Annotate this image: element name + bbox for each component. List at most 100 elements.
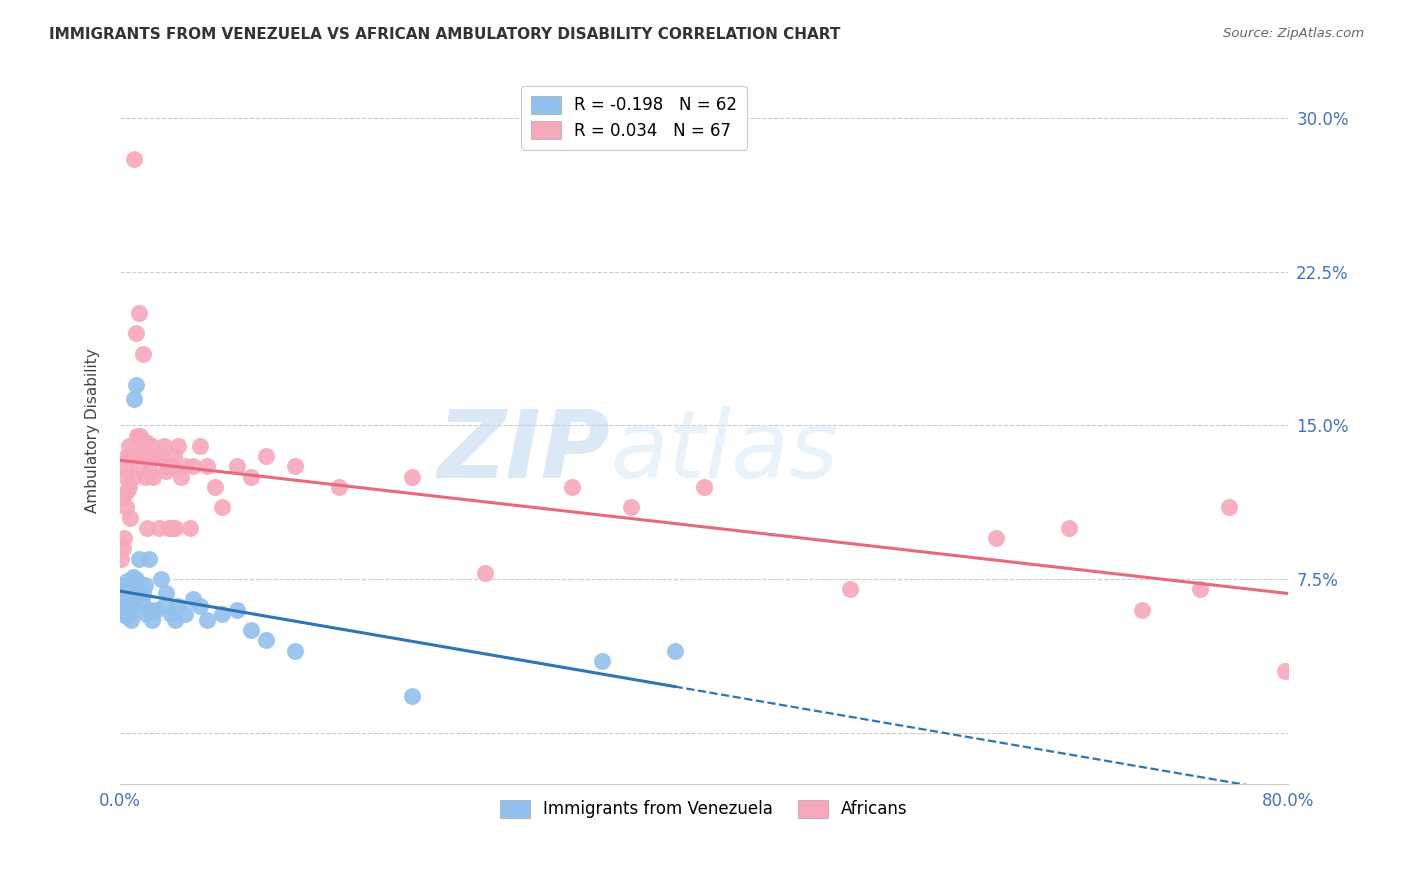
Point	[1274, 664, 1296, 678]
Point	[1130, 603, 1153, 617]
Point	[120, 449, 142, 463]
Point	[112, 588, 135, 602]
Point	[160, 459, 183, 474]
Point	[141, 439, 163, 453]
Point	[211, 607, 233, 621]
Point	[328, 480, 350, 494]
Point	[195, 459, 218, 474]
Point	[128, 306, 150, 320]
Point	[111, 607, 134, 621]
Point	[128, 459, 150, 474]
Point	[139, 603, 162, 617]
Point	[139, 463, 162, 477]
Point	[838, 582, 860, 597]
Point	[125, 572, 148, 586]
Point	[254, 633, 277, 648]
Point	[115, 607, 138, 621]
Point	[115, 483, 138, 498]
Point	[111, 597, 134, 611]
Point	[132, 586, 155, 600]
Point	[110, 578, 132, 592]
Point	[145, 603, 167, 617]
Point	[114, 605, 136, 619]
Point	[591, 654, 613, 668]
Point	[138, 603, 160, 617]
Point	[174, 459, 197, 474]
Point	[401, 469, 423, 483]
Point	[134, 469, 156, 483]
Point	[124, 392, 146, 406]
Point	[117, 578, 139, 592]
Point	[167, 439, 190, 453]
Point	[118, 510, 141, 524]
Point	[174, 607, 197, 621]
Point	[225, 603, 247, 617]
Point	[112, 531, 135, 545]
Point	[124, 153, 146, 167]
Point	[129, 428, 152, 442]
Point	[110, 586, 132, 600]
Point	[114, 469, 136, 483]
Point	[131, 449, 153, 463]
Point	[561, 480, 583, 494]
Point	[401, 689, 423, 703]
Point	[125, 377, 148, 392]
Point	[114, 603, 136, 617]
Point	[111, 541, 134, 556]
Point	[148, 521, 170, 535]
Point	[188, 599, 211, 613]
Point	[157, 521, 180, 535]
Point	[117, 592, 139, 607]
Point	[1218, 500, 1240, 515]
Point	[112, 582, 135, 597]
Point	[128, 551, 150, 566]
Point	[155, 586, 177, 600]
Point	[152, 439, 174, 453]
Point	[474, 566, 496, 580]
Point	[664, 643, 686, 657]
Legend: Immigrants from Venezuela, Africans: Immigrants from Venezuela, Africans	[494, 793, 914, 825]
Point	[195, 613, 218, 627]
Point	[188, 439, 211, 453]
Point	[114, 500, 136, 515]
Point	[284, 643, 307, 657]
Point	[118, 597, 141, 611]
Point	[155, 463, 177, 477]
Point	[693, 480, 716, 494]
Point	[984, 531, 1007, 545]
Point	[167, 599, 190, 613]
Point	[120, 603, 142, 617]
Point	[132, 347, 155, 361]
Point	[149, 449, 172, 463]
Point	[142, 469, 165, 483]
Point	[118, 607, 141, 621]
Y-axis label: Ambulatory Disability: Ambulatory Disability	[86, 348, 100, 513]
Point	[170, 469, 193, 483]
Point	[117, 480, 139, 494]
Text: atlas: atlas	[610, 406, 838, 497]
Point	[108, 588, 131, 602]
Point	[112, 603, 135, 617]
Point	[117, 439, 139, 453]
Point	[156, 459, 179, 474]
Point	[111, 603, 134, 617]
Point	[111, 490, 134, 504]
Point	[125, 326, 148, 341]
Point	[127, 428, 149, 442]
Point	[120, 582, 142, 597]
Point	[211, 500, 233, 515]
Point	[112, 597, 135, 611]
Point	[112, 607, 135, 621]
Point	[181, 592, 204, 607]
Point	[132, 443, 155, 458]
Point	[115, 574, 138, 588]
Point	[181, 459, 204, 474]
Point	[110, 592, 132, 607]
Point	[114, 608, 136, 623]
Point	[122, 599, 145, 613]
Point	[115, 591, 138, 605]
Point	[254, 449, 277, 463]
Point	[179, 521, 201, 535]
Point	[160, 607, 183, 621]
Point	[152, 599, 174, 613]
